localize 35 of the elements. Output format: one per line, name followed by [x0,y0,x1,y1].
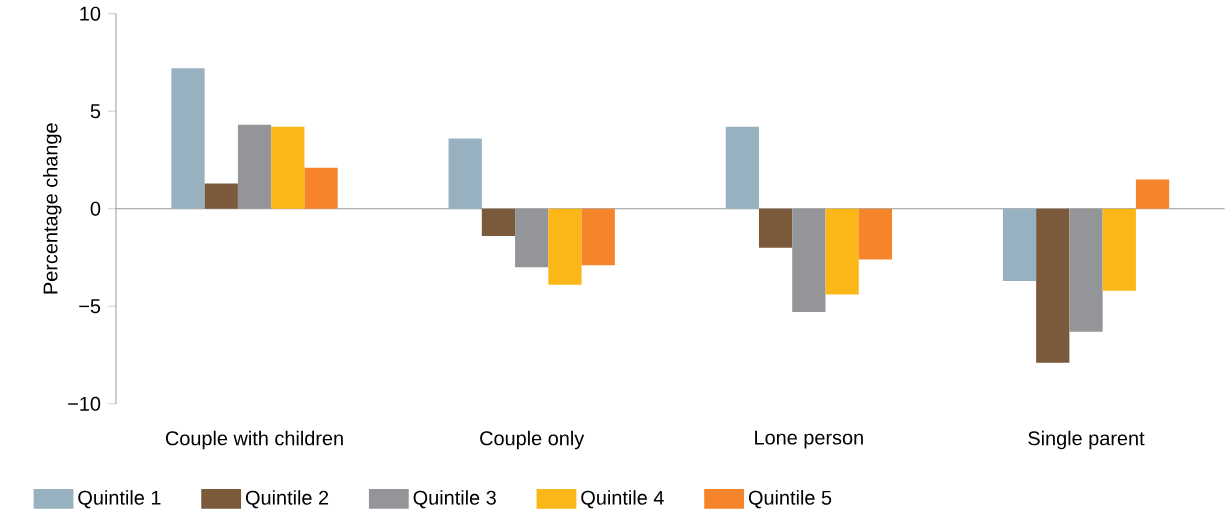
legend-label: Quintile 5 [748,489,832,509]
bar [448,138,482,209]
x-tick-label: Lone person [755,430,863,449]
bar [237,124,272,209]
bar [1036,208,1070,363]
bar [171,68,205,209]
bar [1002,208,1037,281]
y-tick-label: 0 [90,201,101,216]
legend-label: Quintile 2 [245,489,329,509]
bar [1069,208,1103,332]
bar [581,208,615,266]
x-tick-label: Couple with children [165,430,343,450]
legend-label: Quintile 3 [413,489,496,509]
bar [1135,179,1170,209]
y-tick-label: 10 [80,6,101,21]
bar [1102,208,1136,291]
bar [304,167,338,209]
legend-label: Quintile 4 [581,489,664,509]
bar [825,208,859,295]
x-tick-label: Single parent [1028,430,1145,450]
y-tick-label: 5 [90,104,101,118]
bar [515,208,549,268]
bar [271,126,305,209]
bar [548,208,582,285]
bar [481,208,516,236]
y-axis-title: Percentage change [42,123,62,294]
bar [858,208,893,260]
bar [204,183,238,209]
legend-label: Quintile 1 [78,489,161,509]
x-tick-label: Couple only [480,430,585,450]
y-tick-label: −5 [79,299,101,313]
bar [758,208,793,248]
bar [725,126,759,209]
y-tick-label: −10 [68,396,101,411]
bar [792,208,826,312]
